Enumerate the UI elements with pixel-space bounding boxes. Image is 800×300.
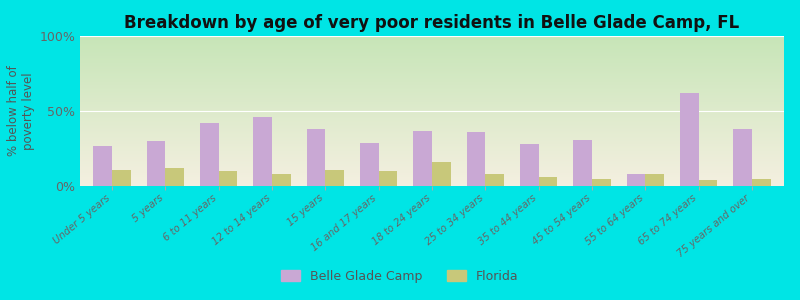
Bar (254, 117, 272, 186)
Title: Breakdown by age of very poor residents in Belle Glade Camp, FL: Breakdown by age of very poor residents … (124, 14, 740, 32)
Bar (432, 162, 450, 186)
Bar (680, 93, 698, 186)
Bar (166, 168, 184, 186)
Bar (306, 129, 326, 186)
Bar (94, 146, 112, 186)
Bar (698, 180, 718, 186)
Bar (752, 178, 770, 186)
Bar (466, 132, 486, 186)
Bar (218, 171, 238, 186)
Bar (112, 169, 130, 186)
Y-axis label: % below half of
poverty level: % below half of poverty level (7, 66, 35, 156)
Bar (200, 123, 218, 186)
Bar (592, 178, 610, 186)
Bar (538, 177, 558, 186)
Bar (520, 144, 538, 186)
Bar (272, 174, 290, 186)
Bar (486, 174, 504, 186)
Bar (360, 142, 378, 186)
Bar (414, 130, 432, 186)
Bar (146, 141, 166, 186)
Bar (626, 174, 646, 186)
Bar (646, 174, 664, 186)
Bar (734, 129, 752, 186)
Bar (326, 169, 344, 186)
Bar (574, 140, 592, 186)
Bar (378, 171, 398, 186)
Legend: Belle Glade Camp, Florida: Belle Glade Camp, Florida (276, 265, 524, 288)
